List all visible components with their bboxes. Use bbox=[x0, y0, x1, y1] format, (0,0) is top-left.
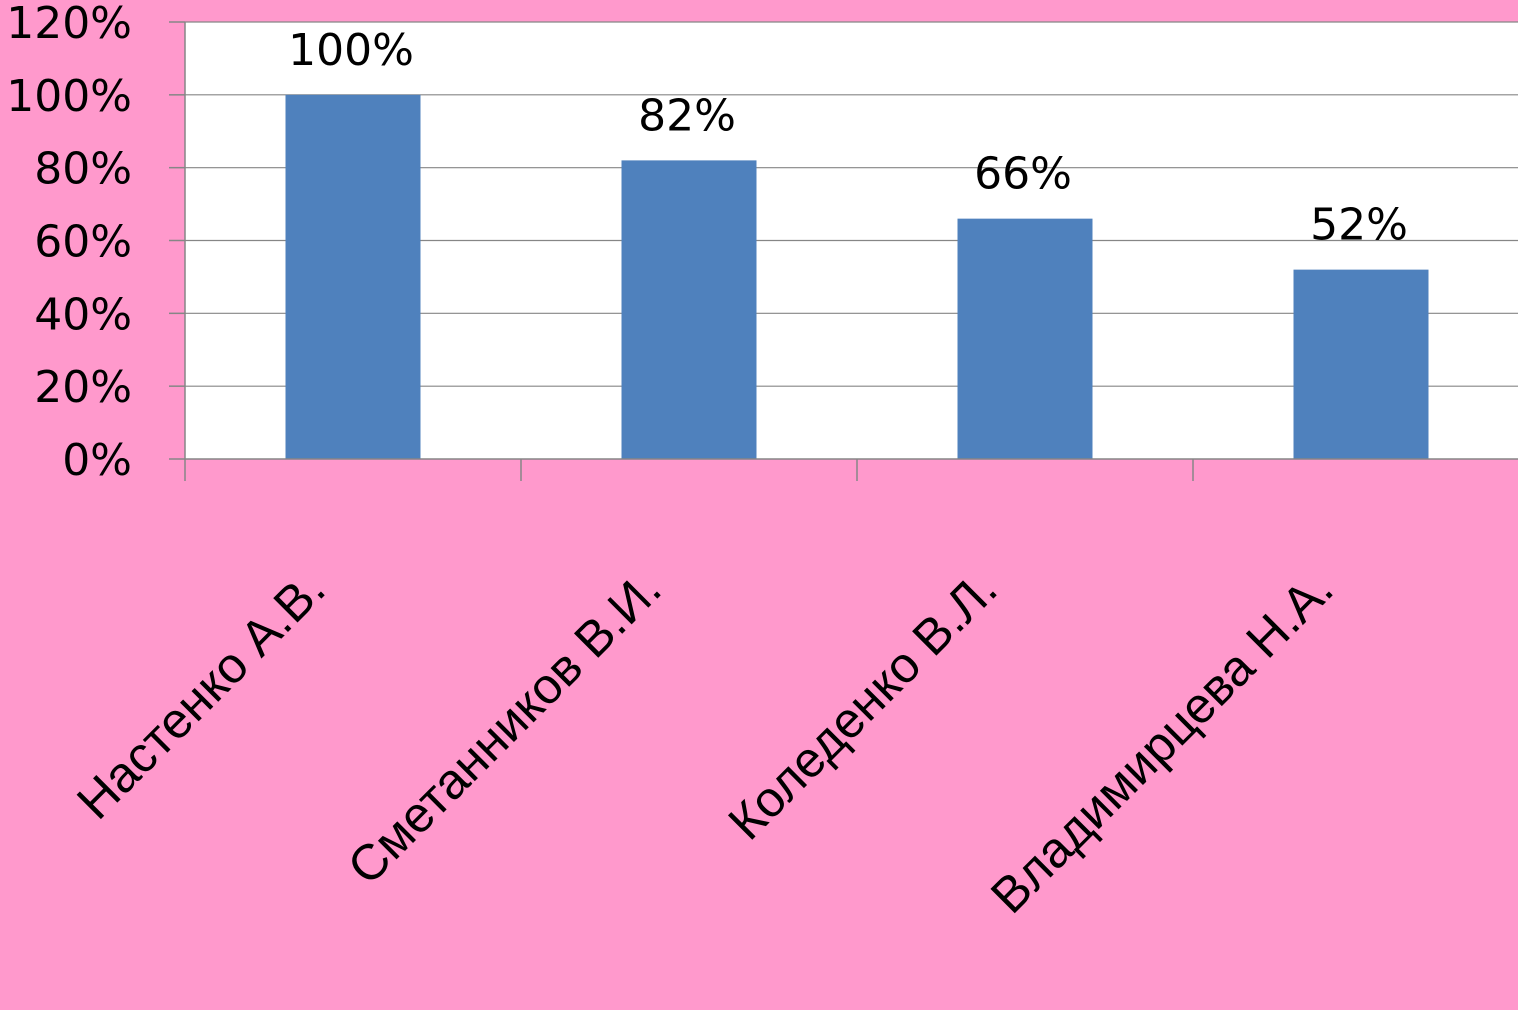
y-tick-label: 0% bbox=[62, 435, 132, 486]
y-tick-label: 60% bbox=[34, 217, 132, 268]
bar bbox=[621, 160, 757, 459]
category-label: Настенко А.В. bbox=[66, 560, 336, 830]
category-label: Коледенко В.Л. bbox=[718, 560, 1008, 850]
y-tick-label: 20% bbox=[34, 362, 132, 413]
y-tick-label: 120% bbox=[6, 0, 132, 49]
data-labels: 100% 82% 66% 52% bbox=[288, 25, 1408, 251]
data-label: 100% bbox=[288, 25, 414, 76]
bar bbox=[285, 94, 421, 459]
category-labels: Настенко А.В. Сметанников В.И. Коледенко В… bbox=[66, 560, 1344, 924]
data-label: 66% bbox=[974, 149, 1072, 200]
bars bbox=[285, 94, 1429, 459]
data-label: 52% bbox=[1310, 200, 1408, 251]
y-tick-label: 80% bbox=[34, 144, 132, 195]
y-tick-label: 100% bbox=[6, 71, 132, 122]
y-axis-tick-labels: 0% 20% 40% 60% 80% 100% 120% bbox=[6, 0, 132, 486]
bar bbox=[1293, 269, 1429, 459]
data-label: 82% bbox=[638, 90, 736, 141]
axes bbox=[169, 21, 1518, 481]
y-tick-label: 40% bbox=[34, 289, 132, 340]
bar bbox=[957, 218, 1093, 459]
category-label: Владимирцева Н.А. bbox=[980, 560, 1344, 924]
category-label: Сметанников В.И. bbox=[337, 560, 672, 895]
